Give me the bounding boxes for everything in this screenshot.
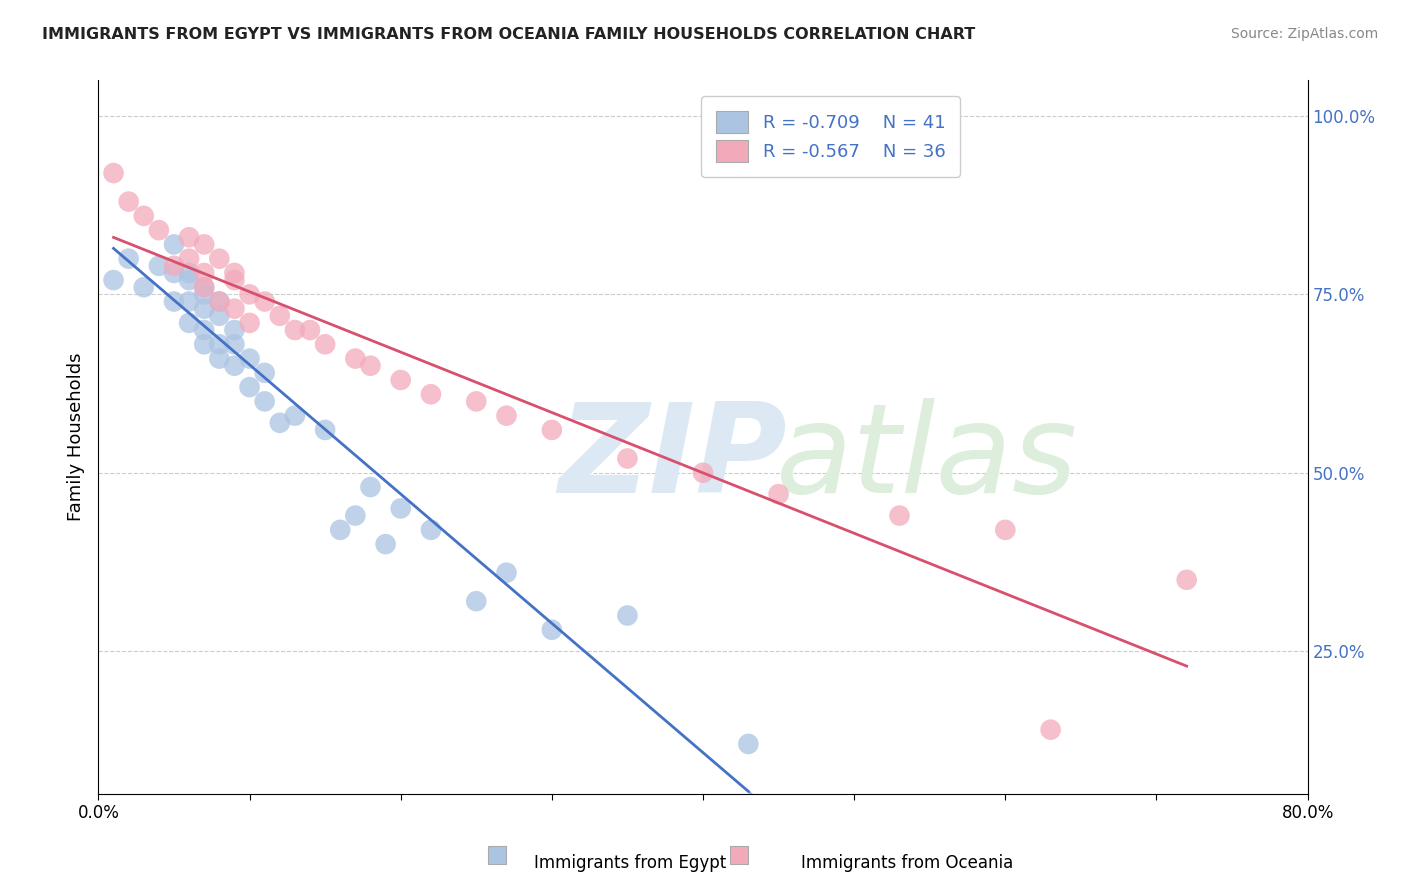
Point [118,252,141,266]
Point [692,466,714,480]
Point [253,394,276,409]
Point [193,337,215,351]
Point [269,309,291,323]
Point [374,537,396,551]
Point [540,623,562,637]
Point [616,451,638,466]
Point [193,266,215,280]
Point [179,252,201,266]
Point [495,409,517,423]
Point [239,316,262,330]
Point [193,280,215,294]
Point [208,294,231,309]
Legend: R = -0.709    N = 41, R = -0.567    N = 36: R = -0.709 N = 41, R = -0.567 N = 36 [702,96,960,177]
Point [224,323,246,337]
Point [389,373,412,387]
Point [314,423,336,437]
Point [389,501,412,516]
Text: Immigrants from Oceania: Immigrants from Oceania [801,855,1014,872]
Text: IMMIGRANTS FROM EGYPT VS IMMIGRANTS FROM OCEANIA FAMILY HOUSEHOLDS CORRELATION C: IMMIGRANTS FROM EGYPT VS IMMIGRANTS FROM… [42,27,976,42]
Point [163,266,186,280]
Point [344,351,367,366]
Point [208,252,231,266]
Point [540,423,562,437]
Point [224,266,246,280]
Point [269,416,291,430]
Point [132,209,155,223]
Point [253,366,276,380]
Point [179,316,201,330]
Point [616,608,638,623]
Point [239,287,262,301]
Point [253,294,276,309]
Point [103,273,125,287]
Point [495,566,517,580]
Point [208,309,231,323]
Point [208,351,231,366]
Text: ZIP: ZIP [558,398,786,519]
Point [163,294,186,309]
Text: Immigrants from Egypt: Immigrants from Egypt [534,855,727,872]
Point [224,301,246,316]
Point [420,387,443,401]
Point [132,280,155,294]
Point [193,301,215,316]
Point [360,359,382,373]
Point [344,508,367,523]
Point [193,280,215,294]
Text: atlas: atlas [776,398,1077,519]
Y-axis label: Family Households: Family Households [66,353,84,521]
Text: Source: ZipAtlas.com: Source: ZipAtlas.com [1230,27,1378,41]
Point [1039,723,1062,737]
Point [208,294,231,309]
Point [208,337,231,351]
Point [284,409,307,423]
Point [239,380,262,394]
Point [360,480,382,494]
Point [193,237,215,252]
Point [737,737,759,751]
Point [103,166,125,180]
Point [193,287,215,301]
Point [224,359,246,373]
Point [994,523,1017,537]
Point [768,487,790,501]
Point [179,266,201,280]
Point [193,323,215,337]
Point [179,294,201,309]
Point [420,523,443,537]
Point [284,323,307,337]
Point [299,323,322,337]
Point [224,273,246,287]
Point [239,351,262,366]
Point [148,259,170,273]
Point [179,273,201,287]
Point [465,394,488,409]
Point [179,230,201,244]
Point [224,337,246,351]
Point [148,223,170,237]
Point [314,337,336,351]
Point [329,523,352,537]
Point [163,237,186,252]
Point [1175,573,1198,587]
Point [118,194,141,209]
Point [163,259,186,273]
Point [465,594,488,608]
Point [889,508,911,523]
